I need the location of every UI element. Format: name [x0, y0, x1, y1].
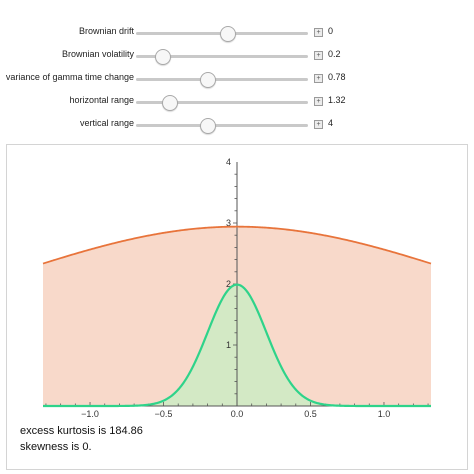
x-tick-label: 0.0: [231, 409, 244, 419]
control-brownian-drift: Brownian drift + 0: [0, 22, 474, 44]
expand-plus-icon[interactable]: +: [314, 74, 323, 83]
x-tick-label: −1.0: [81, 409, 99, 419]
expand-plus-icon[interactable]: +: [314, 97, 323, 106]
control-label: Brownian drift: [78, 26, 134, 36]
controls-panel: Brownian drift + 0 Brownian volatility +…: [0, 0, 474, 140]
control-value: 4: [328, 118, 334, 128]
y-tick-label: 1: [226, 340, 231, 350]
variance-gamma-curve: [42, 225, 432, 265]
expand-plus-icon[interactable]: +: [314, 51, 323, 60]
slider-thumb[interactable]: [154, 49, 171, 65]
density-plot: −1.0 −0.5 0.0 0.5 1.0 1 2 3 4: [42, 157, 432, 419]
control-variance-gamma-time-change: variance of gamma time change + 0.78: [0, 68, 474, 90]
control-vertical-range: vertical range + 4: [0, 114, 474, 136]
expand-plus-icon[interactable]: +: [314, 120, 323, 129]
y-tick-label: 2: [226, 279, 231, 289]
control-label: Brownian volatility: [61, 49, 134, 59]
control-label: horizontal range: [69, 95, 134, 105]
slider-track[interactable]: [136, 101, 308, 104]
slider-track[interactable]: [136, 78, 308, 81]
slider-thumb[interactable]: [220, 26, 237, 42]
slider-thumb[interactable]: [161, 95, 178, 111]
slider-track[interactable]: [136, 124, 308, 127]
normal-curve: [43, 283, 431, 408]
control-horizontal-range: horizontal range + 1.32: [0, 91, 474, 113]
kurtosis-text: excess kurtosis is 184.86: [20, 425, 143, 437]
control-label: vertical range: [79, 118, 134, 128]
control-value: 0.2: [328, 49, 341, 59]
x-tick-label: 1.0: [378, 409, 391, 419]
x-tick-label: 0.5: [304, 409, 317, 419]
control-label: variance of gamma time change: [5, 72, 134, 82]
skewness-text: skewness is 0.: [20, 441, 92, 453]
control-value: 0.78: [328, 72, 346, 82]
slider-thumb[interactable]: [199, 72, 216, 88]
control-value: 0: [328, 26, 334, 36]
plot-panel: −1.0 −0.5 0.0 0.5 1.0 1 2 3 4 excess kurtosis is…: [6, 144, 468, 470]
x-tick-label: −0.5: [155, 409, 173, 419]
y-tick-label: 3: [226, 218, 231, 228]
control-value: 1.32: [328, 95, 346, 105]
y-tick-label: 4: [226, 157, 231, 167]
expand-plus-icon[interactable]: +: [314, 28, 323, 37]
control-brownian-volatility: Brownian volatility + 0.2: [0, 45, 474, 67]
slider-thumb[interactable]: [199, 118, 216, 134]
slider-track[interactable]: [136, 55, 308, 58]
